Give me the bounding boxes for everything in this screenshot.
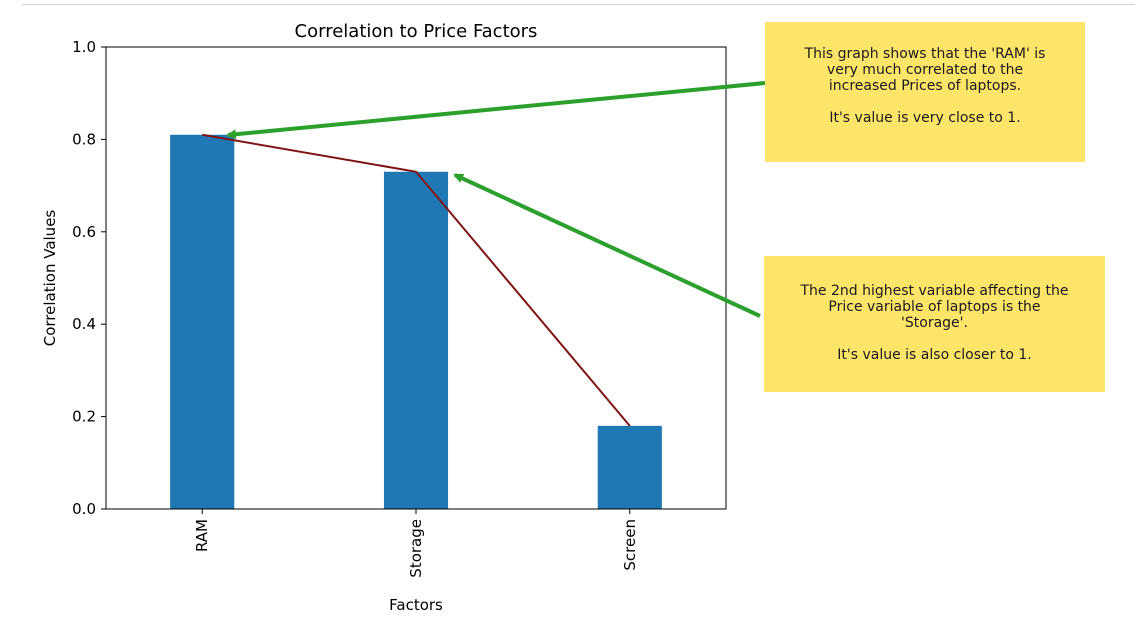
y-tick-label: 0.2 bbox=[72, 408, 96, 426]
x-axis-label: Factors bbox=[389, 596, 443, 614]
y-tick-label: 0.8 bbox=[72, 130, 96, 148]
annotation-storage-text: The 2nd highest variable affecting the P… bbox=[800, 283, 1069, 331]
y-tick-label: 0.6 bbox=[72, 223, 96, 241]
bar-storage bbox=[383, 171, 449, 510]
x-tick-label-storage: Storage bbox=[407, 519, 425, 578]
x-axis-ticks: RAM Storage Screen bbox=[193, 509, 639, 578]
y-tick-label: 1.0 bbox=[72, 38, 96, 56]
x-tick-label-ram: RAM bbox=[193, 519, 211, 552]
bar-screen bbox=[597, 425, 662, 509]
bar-ram bbox=[170, 134, 235, 509]
annotation-ram-text: This graph shows that the 'RAM' is very … bbox=[804, 46, 1046, 94]
x-tick-label-screen: Screen bbox=[621, 519, 639, 571]
annotation-ram-note: It's value is very close to 1. bbox=[829, 110, 1021, 126]
trend-line bbox=[202, 133, 631, 427]
annotation-ram: This graph shows that the 'RAM' is very … bbox=[765, 22, 1085, 162]
y-tick-label: 0.0 bbox=[72, 500, 96, 518]
bars-layer bbox=[170, 134, 662, 510]
trend-line-layer bbox=[202, 133, 631, 427]
y-axis-label: Correlation Values bbox=[41, 210, 59, 347]
cell-top-border bbox=[22, 0, 1135, 5]
annotation-storage: The 2nd highest variable affecting the P… bbox=[764, 256, 1105, 392]
chart-title: Correlation to Price Factors bbox=[295, 21, 538, 42]
annotation-arrow-storage bbox=[453, 173, 761, 318]
annotation-arrow-ram bbox=[226, 81, 766, 140]
annotation-storage-note: It's value is also closer to 1. bbox=[837, 347, 1032, 363]
y-tick-label: 0.4 bbox=[72, 315, 96, 333]
y-axis-ticks: 0.0 0.2 0.4 0.6 0.8 1.0 bbox=[72, 38, 106, 518]
